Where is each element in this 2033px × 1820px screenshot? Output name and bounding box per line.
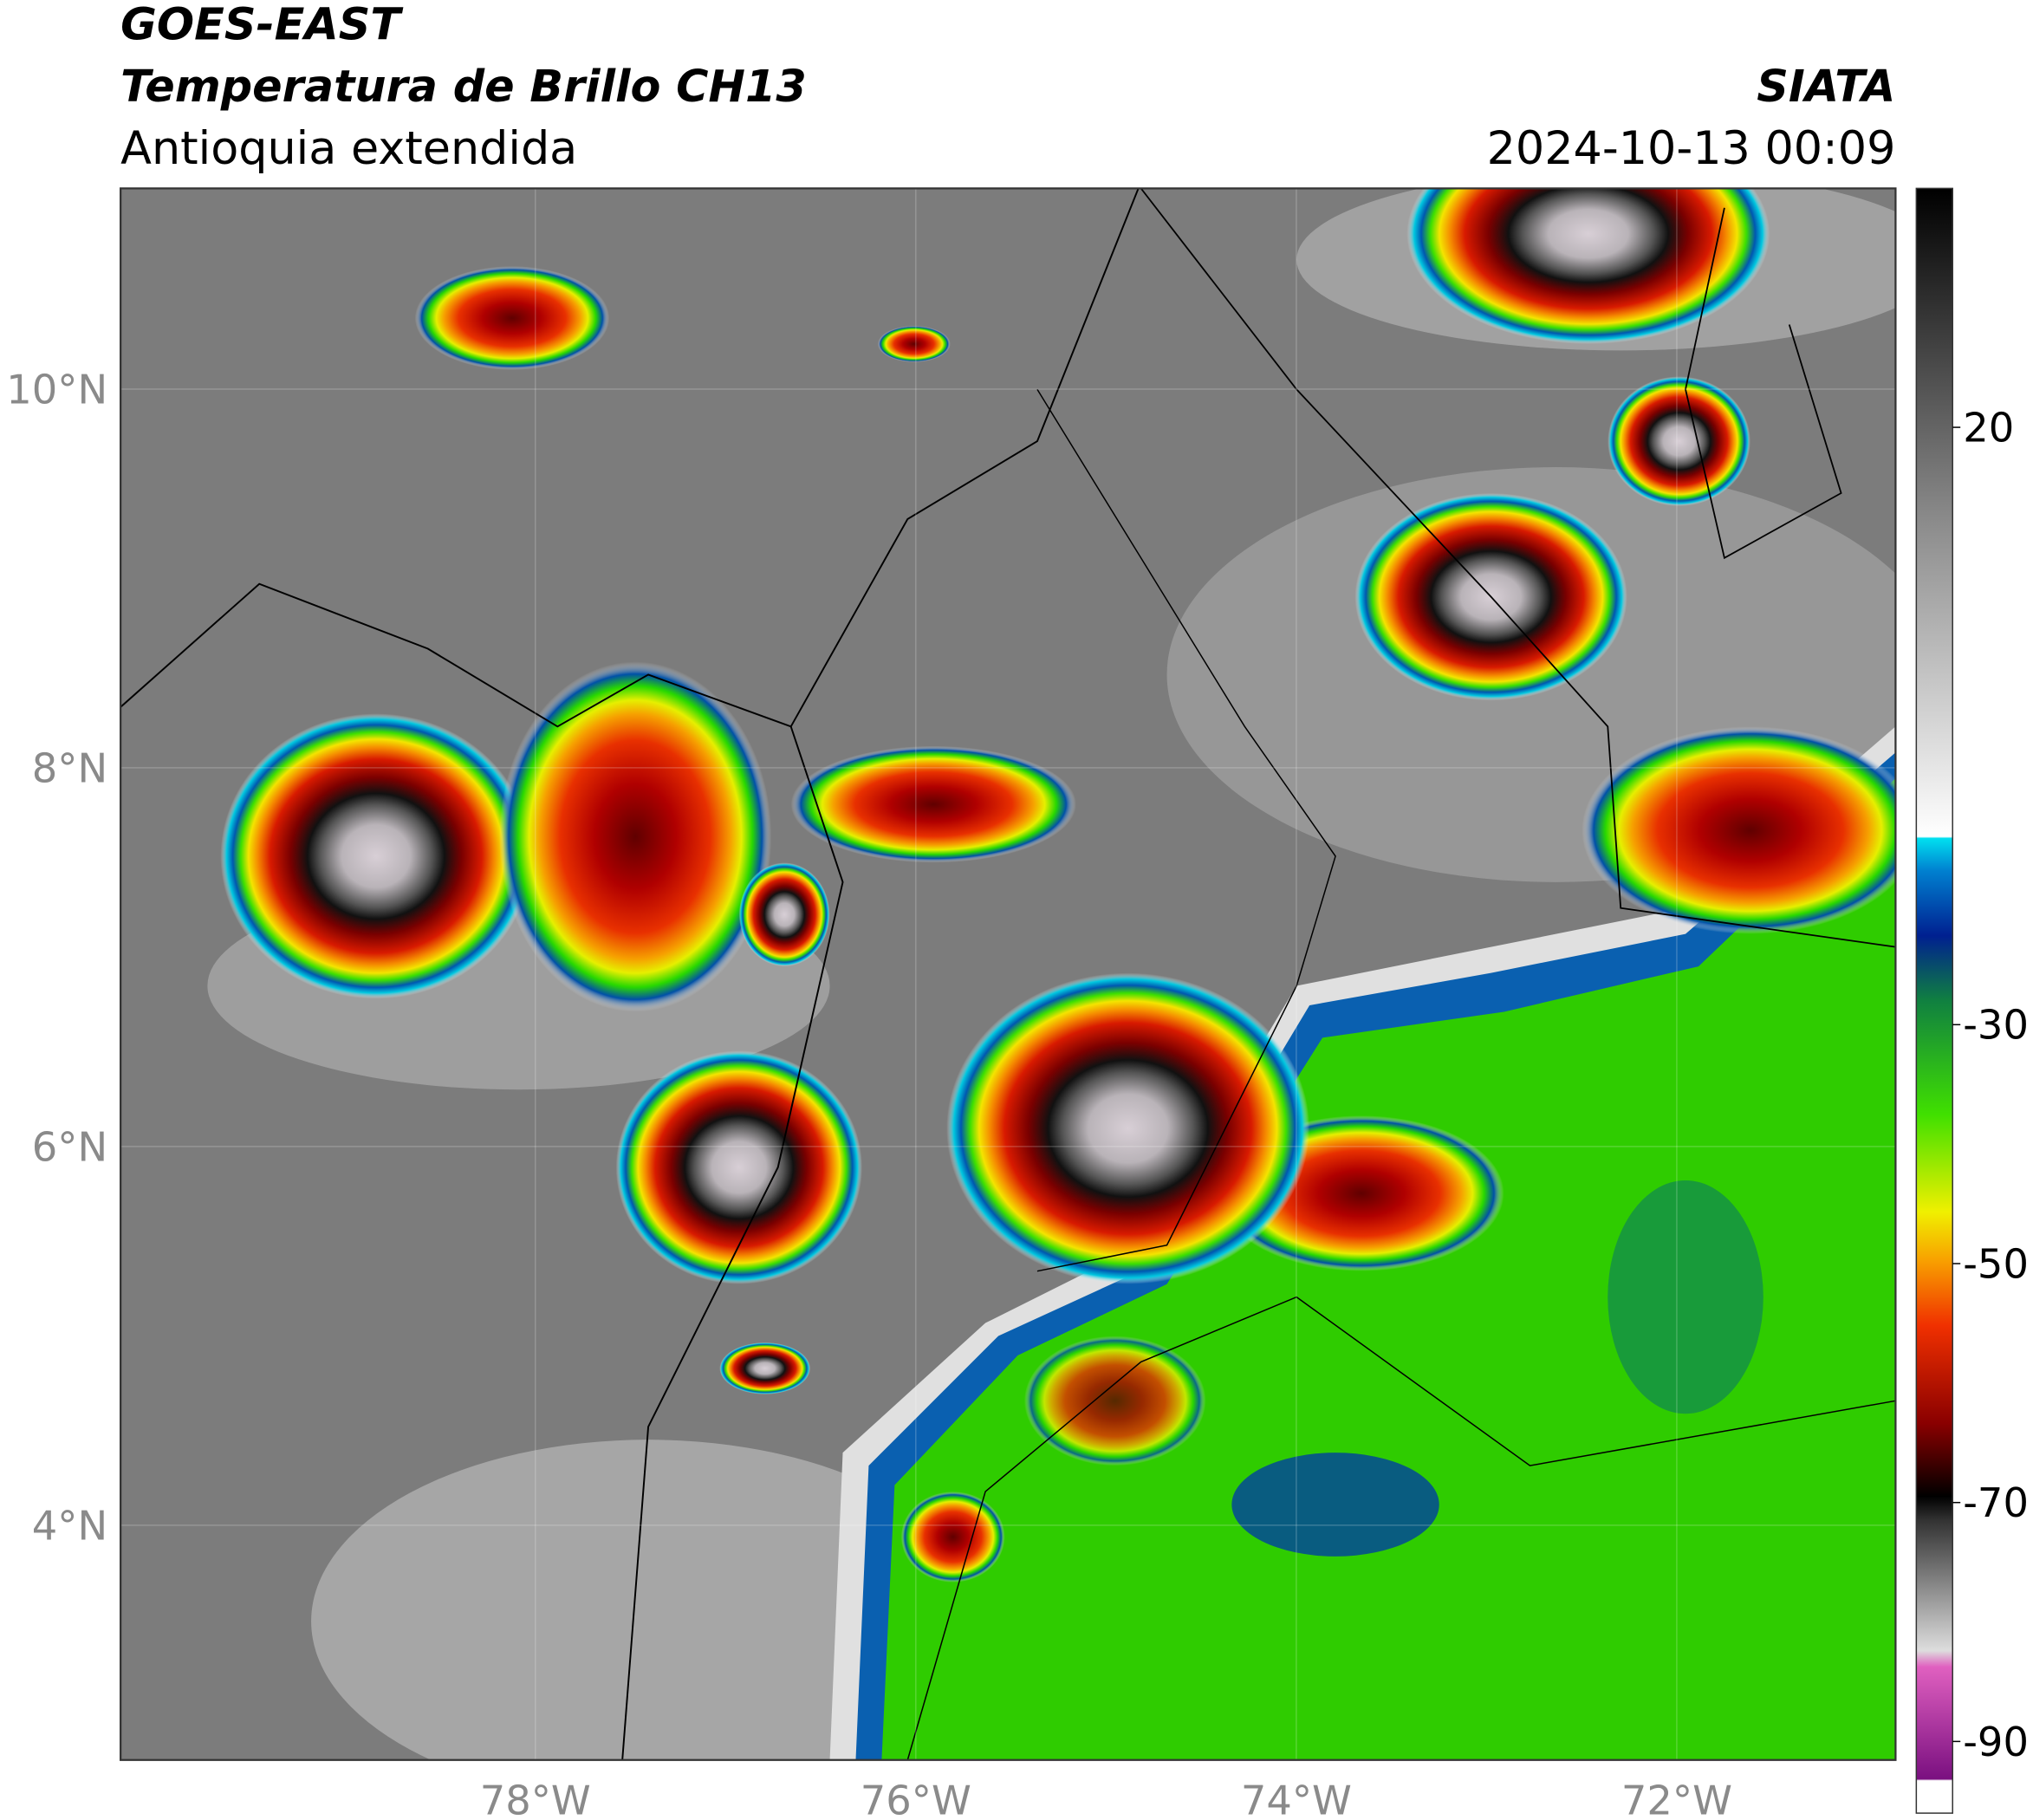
y-tick-label: 10°N xyxy=(6,366,107,413)
map-image xyxy=(120,188,1896,1760)
axes: 78°W 76°W 74°W 72°W 10°N 8°N 6°N 4°N 20 -30 -50 -70… xyxy=(6,366,2029,1820)
border xyxy=(906,1296,1896,1760)
storm xyxy=(1406,188,1770,344)
storm xyxy=(946,972,1310,1284)
y-tick-label: 6°N xyxy=(32,1123,107,1170)
border xyxy=(1036,388,1336,1272)
coastline xyxy=(120,188,1140,728)
datetime: 2024-10-13 00:09 xyxy=(1487,122,1896,175)
cloud xyxy=(1608,1180,1763,1414)
storm xyxy=(719,1342,811,1394)
graticule xyxy=(120,188,1896,1760)
map-frame xyxy=(120,187,1897,1761)
storm xyxy=(414,266,610,370)
storm xyxy=(1608,376,1750,506)
storm xyxy=(615,1050,862,1284)
storm xyxy=(900,1492,1005,1583)
storm xyxy=(790,745,1076,863)
title: GOES-EAST xyxy=(120,0,404,49)
storm xyxy=(877,325,951,362)
coastline xyxy=(1685,207,1842,560)
cloud xyxy=(1231,1453,1439,1557)
storm xyxy=(738,862,830,967)
subtitle: Temperatura de Brillo CH13 xyxy=(120,61,807,112)
colorbar-tick-label: -70 xyxy=(1963,1479,2029,1526)
x-tick-label: 78°W xyxy=(480,1778,591,1820)
colorbar-tick-label: -30 xyxy=(1963,1002,2029,1049)
colorbar-tick-label: 20 xyxy=(1963,405,2014,452)
x-tick-label: 76°W xyxy=(861,1778,971,1820)
source: SIATA xyxy=(1757,61,1895,112)
y-tick-label: 4°N xyxy=(32,1502,107,1549)
storm xyxy=(220,713,532,999)
colorbar-tick-label: -50 xyxy=(1963,1240,2029,1287)
storm xyxy=(499,661,772,1012)
cloud xyxy=(311,1440,985,1760)
colorbar xyxy=(1915,187,1953,1814)
x-tick-label: 72°W xyxy=(1621,1778,1732,1820)
y-tick-label: 8°N xyxy=(32,744,107,791)
coastline xyxy=(621,725,844,1760)
colorbar-tick-label: -90 xyxy=(1963,1719,2029,1765)
border xyxy=(1140,188,1896,948)
storm xyxy=(1582,726,1896,934)
x-tick-label: 74°W xyxy=(1241,1778,1352,1820)
warm-core xyxy=(1023,1336,1206,1466)
region: Antioquia extendida xyxy=(120,122,577,175)
